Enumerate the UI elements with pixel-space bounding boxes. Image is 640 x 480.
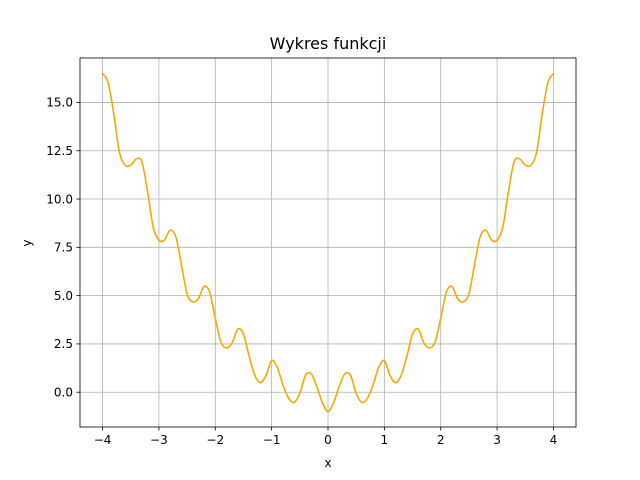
x-tick-label: −4 — [94, 433, 112, 447]
x-tick-label: −2 — [206, 433, 224, 447]
chart-title: Wykres funkcji — [270, 34, 387, 53]
plot-area — [101, 72, 555, 413]
x-tick-label: 0 — [324, 433, 332, 447]
y-axis-label: y — [20, 239, 34, 246]
x-tick-label: 4 — [550, 433, 558, 447]
x-tick-label: −3 — [150, 433, 168, 447]
y-tick-label: 12.5 — [46, 144, 73, 158]
y-tick-label: 5.0 — [54, 289, 73, 303]
x-tick-label: 1 — [381, 433, 389, 447]
y-tick-label: 0.0 — [54, 386, 73, 400]
ticks: −4 −3 −2 −1 0 1 2 3 4 0.0 2.5 5.0 7.5 10.0 12.5 15.0 — [46, 96, 557, 447]
y-tick-label: 7.5 — [54, 241, 73, 255]
grid — [80, 58, 576, 427]
y-tick-label: 10.0 — [46, 192, 73, 206]
function-curve-line — [101, 72, 555, 413]
x-tick-label: 2 — [437, 433, 445, 447]
x-axis-label: x — [324, 456, 331, 470]
x-tick-label: 3 — [493, 433, 501, 447]
y-tick-label: 15.0 — [46, 96, 73, 110]
x-tick-label: −1 — [263, 433, 281, 447]
y-tick-label: 2.5 — [54, 337, 73, 351]
